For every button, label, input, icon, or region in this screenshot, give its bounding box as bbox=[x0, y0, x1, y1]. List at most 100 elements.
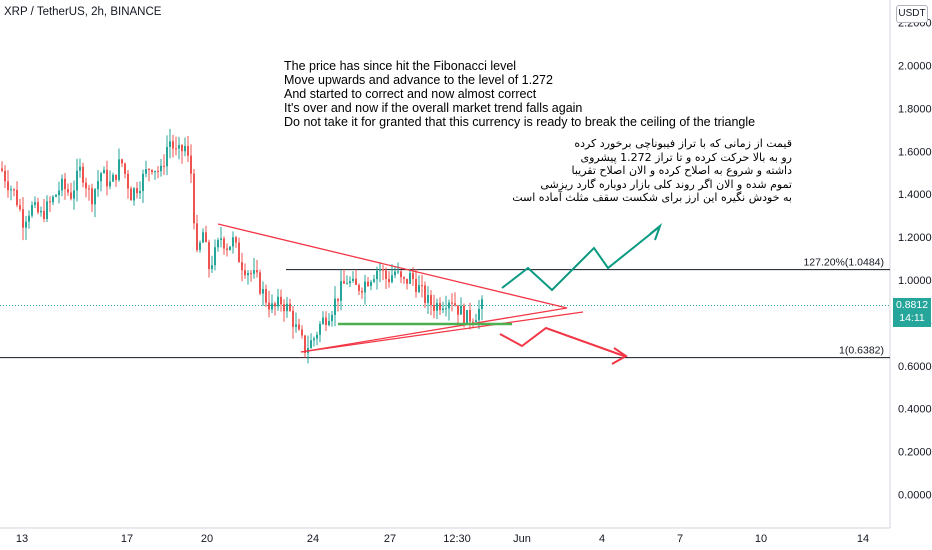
candle-body bbox=[28, 215, 30, 222]
candle-body bbox=[448, 302, 450, 309]
candle-body bbox=[130, 188, 132, 201]
candle-body bbox=[400, 271, 402, 278]
candle-body bbox=[388, 278, 390, 283]
candle-body bbox=[328, 321, 330, 326]
candle-body bbox=[184, 146, 186, 152]
english-line: And started to correct and now almost co… bbox=[284, 87, 537, 101]
candle-body bbox=[151, 170, 153, 173]
candle-body bbox=[205, 232, 207, 243]
candle-body bbox=[331, 314, 333, 322]
candle-body bbox=[418, 285, 420, 293]
candle-body bbox=[286, 303, 288, 312]
candle-body bbox=[451, 302, 453, 304]
y-tick-label: 1.8000 bbox=[898, 103, 932, 115]
x-tick-label: 7 bbox=[677, 533, 683, 545]
candle-body bbox=[244, 270, 246, 276]
candle-body bbox=[43, 210, 45, 220]
english-line: Do not take it for granted that this cur… bbox=[284, 115, 756, 129]
bar-countdown: 14:11 bbox=[899, 312, 925, 324]
candle-body bbox=[463, 305, 465, 324]
candle-body bbox=[433, 305, 435, 311]
candle-body bbox=[85, 182, 87, 189]
current-price-value: 0.8812 bbox=[895, 299, 929, 311]
candle-body bbox=[115, 174, 117, 180]
x-tick-label: 12:30 bbox=[443, 533, 471, 545]
candle-body bbox=[346, 283, 348, 285]
currency-button[interactable]: USDT bbox=[896, 5, 928, 23]
candle-body bbox=[22, 209, 24, 228]
candle-body bbox=[13, 189, 15, 191]
bearish-projection-path bbox=[499, 326, 625, 357]
y-tick-label: 0.0000 bbox=[898, 490, 932, 502]
candle-body bbox=[376, 270, 378, 280]
candle-body bbox=[253, 270, 255, 274]
candle-body bbox=[409, 272, 411, 284]
x-tick-label: 14 bbox=[857, 533, 869, 545]
candle-body bbox=[292, 310, 294, 327]
candle-body bbox=[139, 191, 141, 194]
candle-body bbox=[67, 189, 69, 193]
candle-body bbox=[70, 192, 72, 199]
price-axis: 0.00000.20000.40000.60000.80001.00001.20… bbox=[898, 18, 932, 502]
candle-body bbox=[103, 169, 105, 174]
candle-body bbox=[412, 272, 414, 279]
candle-body bbox=[265, 289, 267, 303]
candle-body bbox=[445, 308, 447, 310]
bullish-projection-path bbox=[501, 227, 659, 292]
candle-body bbox=[37, 202, 39, 213]
english-annotation: The price has since hit the Fibonacci le… bbox=[284, 59, 755, 129]
candle-body bbox=[226, 248, 228, 250]
candle-body bbox=[310, 340, 312, 349]
candle-body bbox=[220, 238, 222, 241]
candle-body bbox=[235, 237, 237, 243]
x-tick-label: 27 bbox=[384, 533, 396, 545]
current-price-tag: 0.8812 14:11 bbox=[893, 298, 931, 327]
candle-body bbox=[340, 281, 342, 301]
candle-body bbox=[112, 174, 114, 182]
candle-body bbox=[283, 304, 285, 312]
triangle-upper-line bbox=[217, 223, 568, 353]
candle-body bbox=[211, 265, 213, 270]
candle-body bbox=[175, 148, 177, 150]
candle-body bbox=[361, 290, 363, 293]
candle-body bbox=[469, 310, 471, 322]
candle-body bbox=[355, 278, 357, 285]
candle-body bbox=[430, 295, 432, 306]
candle-body bbox=[364, 281, 366, 293]
candle-body bbox=[49, 201, 51, 203]
persian-line: داشته و شروع به اصلاح کرده و الان اصلاح … bbox=[571, 164, 792, 177]
english-line: Move upwards and advance to the level of… bbox=[284, 73, 553, 87]
candle-body bbox=[343, 281, 345, 284]
candle-body bbox=[106, 169, 108, 187]
candle-body bbox=[208, 242, 210, 270]
x-tick-label: 4 bbox=[599, 533, 605, 545]
candle-body bbox=[94, 189, 96, 205]
candle-body bbox=[1, 168, 3, 171]
y-tick-label: 0.4000 bbox=[898, 404, 932, 416]
candle-body bbox=[424, 285, 426, 303]
candle-body bbox=[109, 181, 111, 187]
candle-body bbox=[229, 246, 231, 250]
candle-body bbox=[277, 296, 279, 307]
candle-body bbox=[124, 163, 126, 174]
candle-body bbox=[223, 238, 225, 249]
candle-body bbox=[325, 317, 327, 326]
candle-body bbox=[301, 329, 303, 336]
symbol-title: XRP / TetherUS, 2h, BINANCE bbox=[4, 6, 162, 18]
candle-body bbox=[127, 173, 129, 189]
fib-levels: 127.20%(1.0484) 1(0.6382) bbox=[0, 257, 890, 359]
time-axis: 13 17 20 24 27 12:30 Jun 4 7 10 14 bbox=[16, 533, 869, 545]
candle-body bbox=[358, 284, 360, 291]
candle-body bbox=[142, 173, 144, 192]
candle-body bbox=[406, 278, 408, 284]
candle-body bbox=[262, 289, 264, 294]
candle-body bbox=[133, 188, 135, 201]
candle-body bbox=[190, 155, 192, 174]
candle-body bbox=[52, 196, 54, 203]
bearish-arrow-head bbox=[611, 347, 628, 365]
candle-body bbox=[394, 271, 396, 276]
candle-body bbox=[475, 320, 477, 322]
candle-body bbox=[10, 189, 12, 191]
candle-body bbox=[442, 308, 444, 311]
